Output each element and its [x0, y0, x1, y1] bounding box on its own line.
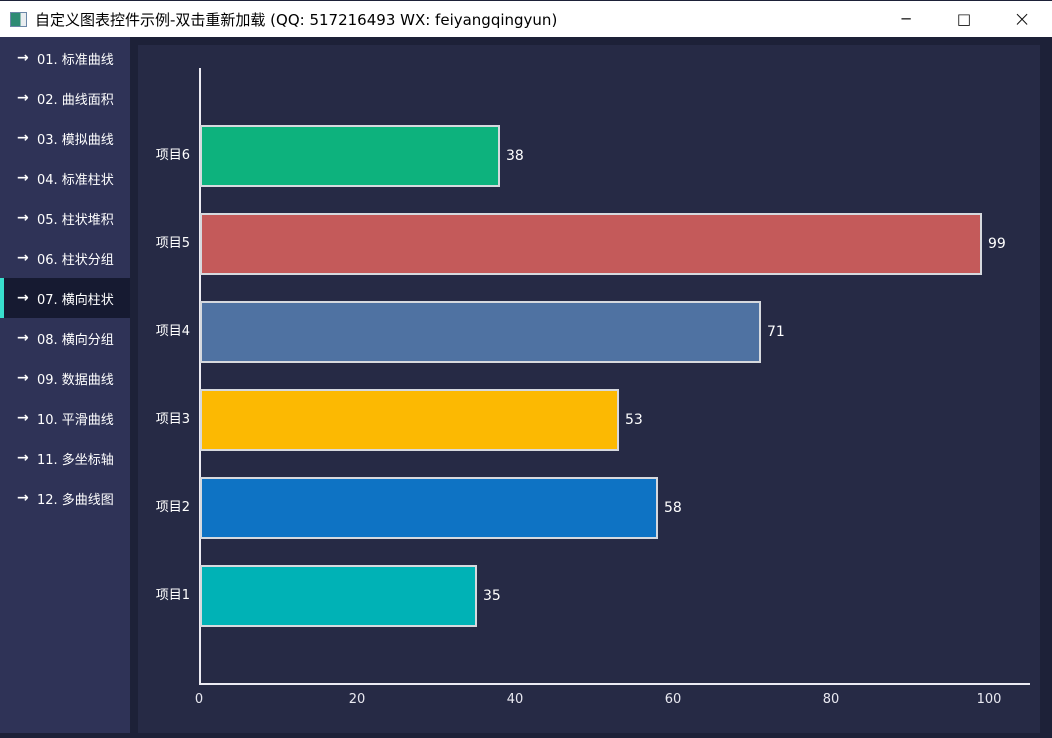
x-tick-label: 60: [664, 692, 682, 707]
sidebar-item-label: 07. 横向柱状: [37, 292, 114, 308]
sidebar-item-label: 08. 横向分组: [37, 332, 114, 348]
sidebar-item-label: 05. 柱状堆积: [37, 212, 114, 228]
sidebar-item-label: 12. 多曲线图: [37, 492, 114, 508]
category-label: 项目5: [155, 236, 190, 251]
arrow-right-icon: →: [17, 490, 29, 506]
sidebar-item-12[interactable]: → 12. 多曲线图: [0, 478, 130, 518]
category-label: 项目2: [155, 500, 190, 515]
category-label: 项目3: [155, 412, 190, 427]
app-icon: [10, 11, 27, 27]
arrow-right-icon: →: [17, 450, 29, 466]
bar-value-label: 71: [767, 324, 785, 340]
x-tick-label: 0: [194, 692, 204, 707]
sidebar-item-06[interactable]: → 06. 柱状分组: [0, 238, 130, 278]
category-label: 项目6: [155, 148, 190, 163]
sidebar: → 01. 标准曲线 → 02. 曲线面积 → 03. 模拟曲线 → 04. 标准柱状 → 05.…: [0, 37, 130, 733]
sidebar-item-label: 01. 标准曲线: [37, 52, 114, 68]
arrow-right-icon: →: [17, 50, 29, 66]
titlebar: 自定义图表控件示例-双击重新加载 (QQ: 517216493 WX: feiy…: [0, 1, 1052, 37]
sidebar-item-label: 02. 曲线面积: [37, 92, 114, 108]
sidebar-item-label: 10. 平滑曲线: [37, 412, 114, 428]
arrow-right-icon: →: [17, 130, 29, 146]
close-icon: ×: [1013, 6, 1031, 31]
arrow-right-icon: →: [17, 210, 29, 226]
category-label: 项目1: [155, 588, 190, 603]
category-label: 项目4: [155, 324, 190, 339]
bar: [200, 565, 477, 627]
sidebar-item-08[interactable]: → 08. 横向分组: [0, 318, 130, 358]
bar-value-label: 58: [664, 500, 682, 516]
sidebar-item-10[interactable]: → 10. 平滑曲线: [0, 398, 130, 438]
sidebar-item-05[interactable]: → 05. 柱状堆积: [0, 198, 130, 238]
x-tick-label: 80: [822, 692, 840, 707]
sidebar-item-label: 09. 数据曲线: [37, 372, 114, 388]
x-tick-label: 20: [348, 692, 366, 707]
maximize-icon: □: [956, 10, 972, 28]
arrow-right-icon: →: [17, 330, 29, 346]
x-tick-label: 40: [506, 692, 524, 707]
window-title: 自定义图表控件示例-双击重新加载 (QQ: 517216493 WX: feiy…: [35, 10, 558, 29]
bar: [200, 301, 761, 363]
minimize-button[interactable]: ─: [877, 1, 935, 37]
sidebar-item-label: 11. 多坐标轴: [37, 452, 114, 468]
y-axis-line: [199, 68, 201, 683]
bar-value-label: 35: [483, 588, 501, 604]
arrow-right-icon: →: [17, 410, 29, 426]
minimize-icon: ─: [901, 10, 911, 28]
bar-value-label: 38: [506, 148, 524, 164]
sidebar-item-04[interactable]: → 04. 标准柱状: [0, 158, 130, 198]
bar: [200, 213, 982, 275]
arrow-right-icon: →: [17, 250, 29, 266]
bar-value-label: 99: [988, 236, 1006, 252]
bar: [200, 125, 500, 187]
sidebar-item-02[interactable]: → 02. 曲线面积: [0, 78, 130, 118]
bar: [200, 389, 619, 451]
close-button[interactable]: ×: [993, 1, 1051, 37]
window-controls: ─ □ ×: [877, 1, 1051, 37]
arrow-right-icon: →: [17, 290, 29, 306]
chart-panel[interactable]: 项目1 35 项目2 58 项目3 53 项目4 71 项目5 99 项目6 38 0 20 40 60 80 1…: [138, 45, 1040, 733]
x-tick-label: 100: [976, 692, 1002, 707]
sidebar-item-label: 03. 模拟曲线: [37, 132, 114, 148]
sidebar-item-11[interactable]: → 11. 多坐标轴: [0, 438, 130, 478]
sidebar-item-03[interactable]: → 03. 模拟曲线: [0, 118, 130, 158]
sidebar-item-label: 06. 柱状分组: [37, 252, 114, 268]
bar-value-label: 53: [625, 412, 643, 428]
sidebar-item-label: 04. 标准柱状: [37, 172, 114, 188]
x-axis-line: [199, 683, 1030, 685]
maximize-button[interactable]: □: [935, 1, 993, 37]
arrow-right-icon: →: [17, 170, 29, 186]
sidebar-item-01[interactable]: → 01. 标准曲线: [0, 38, 130, 78]
arrow-right-icon: →: [17, 370, 29, 386]
sidebar-item-07[interactable]: → 07. 横向柱状: [0, 278, 130, 318]
sidebar-item-09[interactable]: → 09. 数据曲线: [0, 358, 130, 398]
arrow-right-icon: →: [17, 90, 29, 106]
bar: [200, 477, 658, 539]
